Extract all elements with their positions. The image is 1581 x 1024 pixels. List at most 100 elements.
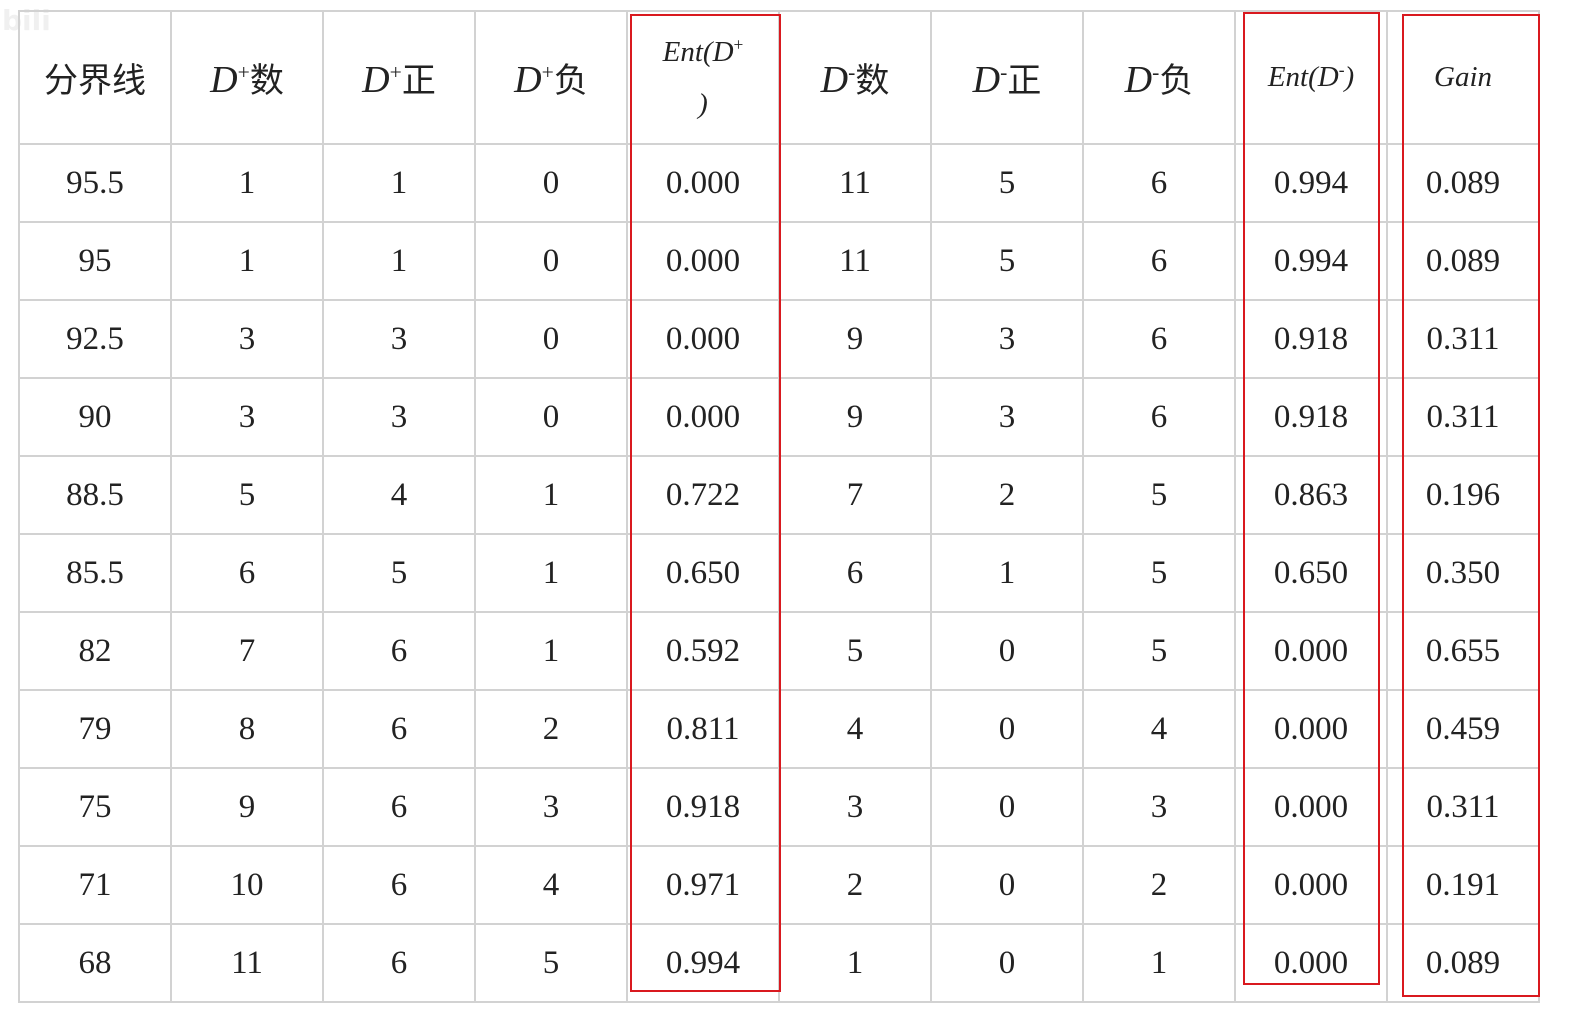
header-ent-dminus-open: Ent(D bbox=[1267, 61, 1339, 93]
header-gain: Gain bbox=[1386, 10, 1540, 145]
header-ent-dplus-close: ) bbox=[698, 87, 708, 120]
header-ent-dplus-open: Ent(D bbox=[662, 35, 734, 68]
header-dplus-symbol: D bbox=[210, 59, 238, 101]
cell-gain: 0.655 bbox=[1386, 611, 1540, 691]
cell-dminus-neg: 5 bbox=[1082, 533, 1236, 613]
cell-dminus-count: 4 bbox=[778, 689, 932, 769]
cell-dplus-pos: 6 bbox=[322, 611, 476, 691]
cell-dminus-neg: 2 bbox=[1082, 845, 1236, 925]
cell-dplus-count: 9 bbox=[170, 767, 324, 847]
cell-dplus-count: 8 bbox=[170, 689, 324, 769]
header-split-line: 分界线 bbox=[18, 10, 172, 145]
table-row: 71 10 6 4 0.971 2 0 2 0.000 0.191 bbox=[18, 845, 1540, 925]
header-ent-dplus: Ent(D+) bbox=[626, 10, 780, 145]
table-row: 85.5 6 5 1 0.650 6 1 5 0.650 0.350 bbox=[18, 533, 1540, 613]
table-row: 95.5 1 1 0 0.000 11 5 6 0.994 0.089 bbox=[18, 143, 1540, 223]
cell-dplus-count: 3 bbox=[170, 377, 324, 457]
cell-ent-dplus: 0.000 bbox=[626, 299, 780, 379]
cell-dplus-pos: 5 bbox=[322, 533, 476, 613]
header-dplus-sup: + bbox=[237, 60, 250, 84]
cell-split-value: 82 bbox=[18, 611, 172, 691]
cell-split-value: 95.5 bbox=[18, 143, 172, 223]
cell-ent-dminus: 0.000 bbox=[1234, 767, 1388, 847]
cell-dplus-pos: 6 bbox=[322, 845, 476, 925]
cell-dplus-neg: 0 bbox=[474, 221, 628, 301]
header-dminus-symbol: D bbox=[820, 59, 849, 101]
cell-dminus-neg: 4 bbox=[1082, 689, 1236, 769]
cell-dminus-pos: 2 bbox=[930, 455, 1084, 535]
cell-ent-dminus: 0.000 bbox=[1234, 689, 1388, 769]
cell-gain: 0.311 bbox=[1386, 767, 1540, 847]
cell-dplus-neg: 3 bbox=[474, 767, 628, 847]
cell-gain: 0.089 bbox=[1386, 923, 1540, 1003]
cell-dminus-count: 11 bbox=[778, 221, 932, 301]
cell-dplus-pos: 6 bbox=[322, 923, 476, 1003]
header-dminus-sup: - bbox=[1152, 60, 1160, 84]
cell-ent-dminus: 0.918 bbox=[1234, 377, 1388, 457]
cell-split-value: 90 bbox=[18, 377, 172, 457]
header-dplus-sup: + bbox=[389, 60, 402, 84]
cell-dplus-count: 3 bbox=[170, 299, 324, 379]
cell-dminus-neg: 6 bbox=[1082, 299, 1236, 379]
header-dplus-count: D+数 bbox=[170, 10, 324, 145]
header-dplus-symbol: D bbox=[362, 59, 390, 101]
table-row: 68 11 6 5 0.994 1 0 1 0.000 0.089 bbox=[18, 923, 1540, 1003]
cell-dplus-neg: 1 bbox=[474, 533, 628, 613]
cell-ent-dminus: 0.000 bbox=[1234, 845, 1388, 925]
cell-gain: 0.459 bbox=[1386, 689, 1540, 769]
cell-gain: 0.311 bbox=[1386, 299, 1540, 379]
cell-split-value: 92.5 bbox=[18, 299, 172, 379]
cell-dminus-count: 3 bbox=[778, 767, 932, 847]
cell-dminus-count: 1 bbox=[778, 923, 932, 1003]
cell-dplus-neg: 0 bbox=[474, 377, 628, 457]
cell-ent-dminus: 0.000 bbox=[1234, 611, 1388, 691]
cell-dplus-count: 11 bbox=[170, 923, 324, 1003]
header-pos-label: 正 bbox=[1007, 61, 1042, 101]
cell-ent-dminus: 0.650 bbox=[1234, 533, 1388, 613]
cell-dplus-pos: 4 bbox=[322, 455, 476, 535]
cell-dplus-pos: 3 bbox=[322, 377, 476, 457]
cell-dminus-neg: 1 bbox=[1082, 923, 1236, 1003]
cell-dminus-neg: 6 bbox=[1082, 221, 1236, 301]
cell-dminus-neg: 6 bbox=[1082, 377, 1236, 457]
table-row: 88.5 5 4 1 0.722 7 2 5 0.863 0.196 bbox=[18, 455, 1540, 535]
header-count-label: 数 bbox=[855, 61, 890, 101]
table-row: 79 8 6 2 0.811 4 0 4 0.000 0.459 bbox=[18, 689, 1540, 769]
header-dminus-sup: - bbox=[1000, 60, 1008, 84]
cell-ent-dplus: 0.722 bbox=[626, 455, 780, 535]
cell-dminus-count: 6 bbox=[778, 533, 932, 613]
cell-dplus-count: 5 bbox=[170, 455, 324, 535]
cell-ent-dplus: 0.000 bbox=[626, 221, 780, 301]
cell-dminus-count: 11 bbox=[778, 143, 932, 223]
header-dplus-symbol: D bbox=[514, 59, 542, 101]
cell-dminus-pos: 3 bbox=[930, 377, 1084, 457]
cell-dminus-pos: 0 bbox=[930, 689, 1084, 769]
cell-split-value: 68 bbox=[18, 923, 172, 1003]
cell-gain: 0.089 bbox=[1386, 143, 1540, 223]
cell-ent-dminus: 0.994 bbox=[1234, 143, 1388, 223]
cell-dminus-count: 2 bbox=[778, 845, 932, 925]
cell-ent-dplus: 0.650 bbox=[626, 533, 780, 613]
cell-dminus-neg: 5 bbox=[1082, 455, 1236, 535]
cell-split-value: 88.5 bbox=[18, 455, 172, 535]
cell-dplus-count: 6 bbox=[170, 533, 324, 613]
cell-dplus-pos: 1 bbox=[322, 221, 476, 301]
cell-dplus-count: 7 bbox=[170, 611, 324, 691]
cell-dminus-count: 9 bbox=[778, 299, 932, 379]
header-ent-dminus: Ent(D-) bbox=[1234, 10, 1388, 145]
header-dminus-neg: D-负 bbox=[1082, 10, 1236, 145]
cell-split-value: 71 bbox=[18, 845, 172, 925]
cell-dminus-neg: 5 bbox=[1082, 611, 1236, 691]
header-count-label: 数 bbox=[249, 61, 284, 101]
cell-dminus-pos: 3 bbox=[930, 299, 1084, 379]
cell-dminus-neg: 6 bbox=[1082, 143, 1236, 223]
cell-dminus-pos: 1 bbox=[930, 533, 1084, 613]
cell-dminus-count: 7 bbox=[778, 455, 932, 535]
cell-split-value: 79 bbox=[18, 689, 172, 769]
table-row: 82 7 6 1 0.592 5 0 5 0.000 0.655 bbox=[18, 611, 1540, 691]
cell-dplus-neg: 1 bbox=[474, 455, 628, 535]
header-dminus-sup: - bbox=[848, 60, 856, 84]
cell-ent-dminus: 0.918 bbox=[1234, 299, 1388, 379]
cell-dplus-neg: 0 bbox=[474, 299, 628, 379]
header-dminus-pos: D-正 bbox=[930, 10, 1084, 145]
